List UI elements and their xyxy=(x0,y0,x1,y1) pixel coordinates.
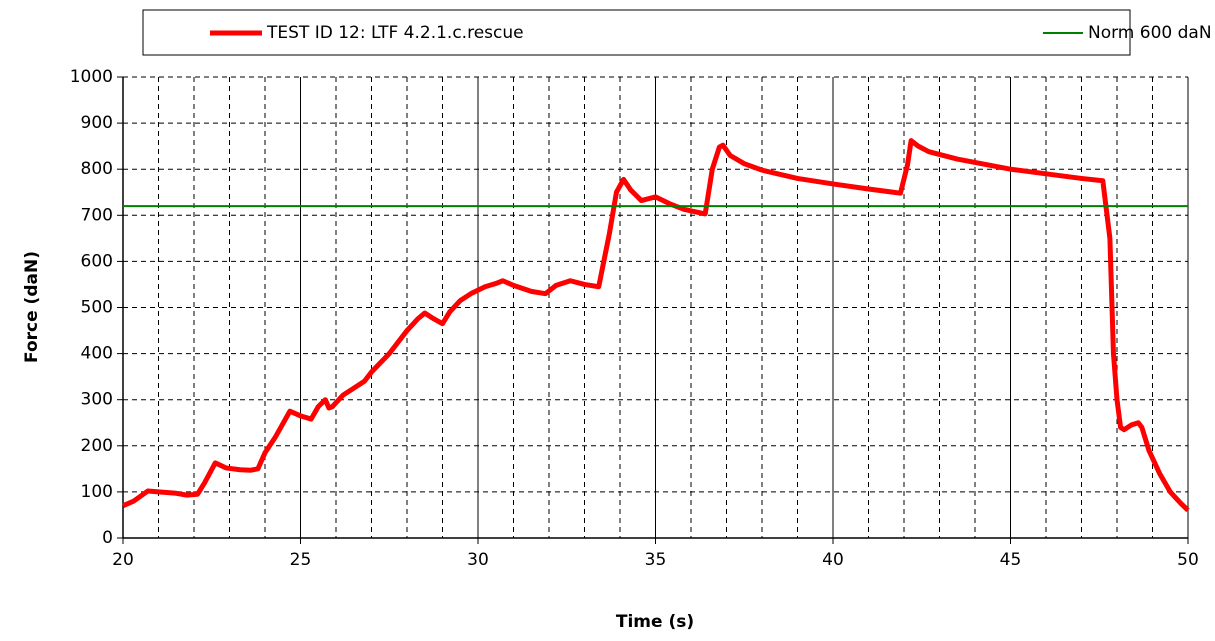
y-tick-label: 0 xyxy=(102,528,113,548)
y-tick-label: 900 xyxy=(81,113,113,133)
x-tick-label: 30 xyxy=(467,550,489,570)
y-axis-label: Force (daN) xyxy=(22,251,42,363)
y-tick-label: 400 xyxy=(81,344,113,364)
legend-label: Norm 600 daN xyxy=(1088,23,1212,43)
legend-box xyxy=(142,9,1131,56)
x-tick-label: 20 xyxy=(112,550,134,570)
y-tick-label: 500 xyxy=(81,298,113,318)
legend-label: TEST ID 12: LTF 4.2.1.c.rescue xyxy=(266,23,524,43)
x-tick-label: 25 xyxy=(290,550,312,570)
x-tick-label: 45 xyxy=(1000,550,1022,570)
y-tick-label: 800 xyxy=(81,159,113,179)
x-axis-label: Time (s) xyxy=(616,612,694,632)
y-tick-label: 200 xyxy=(81,436,113,456)
line-series xyxy=(122,138,1190,513)
y-tick-label: 300 xyxy=(81,390,113,410)
y-tick-label: 600 xyxy=(81,251,113,271)
x-tick-label: 40 xyxy=(822,550,844,570)
x-tick-label: 50 xyxy=(1177,550,1199,570)
x-tick-label: 35 xyxy=(645,550,667,570)
y-tick-label: 700 xyxy=(81,205,113,225)
y-tick-label: 1000 xyxy=(70,67,113,87)
y-tick-label: 100 xyxy=(81,482,113,502)
